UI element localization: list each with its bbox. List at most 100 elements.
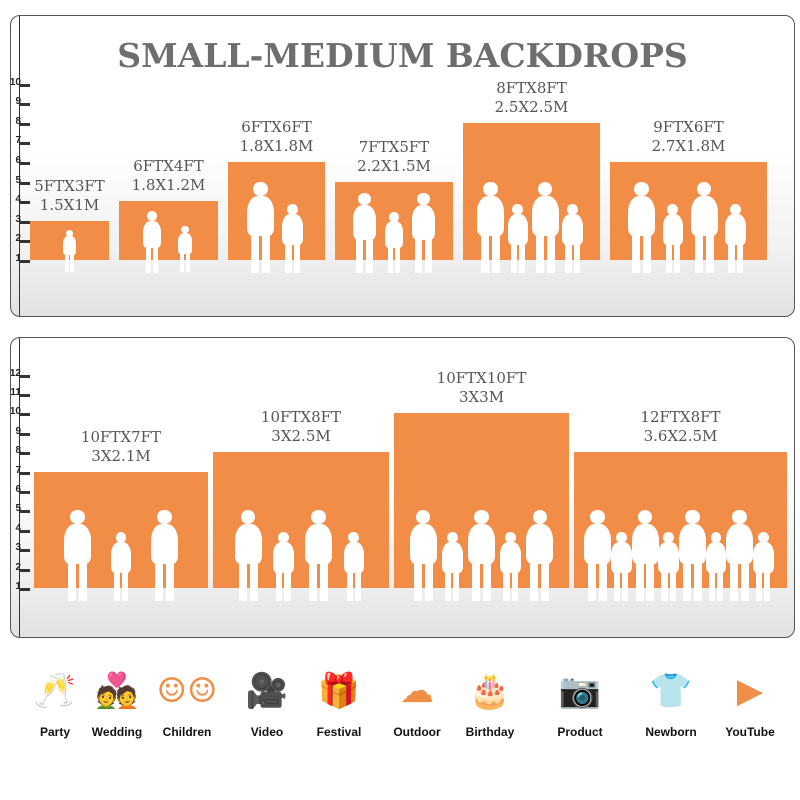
tick-mark: [20, 374, 30, 378]
leg: [365, 233, 373, 273]
size-meters: 3X2.1M: [91, 446, 151, 465]
body: [110, 541, 132, 573]
size-feet: 8FTX8FT: [496, 78, 567, 97]
axis-tick: 7: [11, 135, 33, 146]
backdrop-size-label: 10FTX10FT 3X3M: [394, 369, 569, 407]
tick-mark: [20, 260, 30, 263]
person-silhouette: [705, 531, 727, 601]
axis-tick-label: 3: [15, 542, 21, 554]
axis-tick: 9: [11, 96, 33, 107]
person-silhouette: [631, 510, 659, 601]
head: [567, 203, 579, 215]
use-label: Product: [557, 725, 603, 739]
leg: [682, 555, 691, 601]
tick-mark: [20, 549, 30, 553]
birthday-cake-icon: 🎂: [468, 671, 512, 711]
leg: [152, 242, 159, 273]
leg: [356, 233, 364, 273]
axis-tick: 6: [11, 155, 33, 166]
tick-mark: [20, 142, 30, 146]
leg: [415, 233, 423, 273]
axis-tick: 10: [11, 406, 33, 417]
person-silhouette: [627, 182, 655, 273]
axis-tick-label: 4: [15, 522, 21, 534]
head: [663, 531, 675, 543]
person-silhouette: [273, 531, 294, 601]
leg: [122, 566, 129, 601]
leg: [546, 227, 555, 273]
axis-tick: 5: [11, 503, 33, 514]
axis-tick-label: 8: [15, 445, 21, 457]
backdrop-size-label: 10FTX7FT 3X2.1M: [34, 428, 208, 466]
person-silhouette: [305, 510, 333, 601]
axis-tick-label: 6: [15, 484, 21, 495]
person-silhouette: [63, 230, 76, 273]
leg: [145, 242, 152, 273]
axis-tick: 5: [11, 175, 33, 186]
leg: [661, 566, 668, 601]
use-label: Festival: [316, 725, 362, 739]
axis-tick: 4: [11, 194, 33, 205]
leg: [764, 566, 771, 601]
head: [512, 203, 524, 215]
body: [343, 541, 365, 573]
tick-mark: [20, 220, 30, 224]
leg: [573, 238, 580, 273]
leg: [622, 566, 629, 601]
head: [732, 510, 747, 525]
leg: [503, 566, 510, 601]
use-video: 🎥 Video: [232, 665, 302, 739]
size-meters: 3X2.5M: [271, 427, 331, 446]
body: [273, 541, 294, 573]
head: [147, 211, 157, 222]
person-silhouette: [411, 192, 436, 273]
body: [411, 204, 436, 241]
axis-tick-label: 4: [15, 194, 21, 206]
body: [658, 541, 679, 573]
backdrop-size-label: 6FTX4FT 1.8X1.2M: [119, 157, 218, 195]
leg: [155, 555, 164, 601]
person-silhouette: [282, 203, 303, 273]
size-meters: 3.6X2.5M: [643, 427, 718, 446]
axis-tick-label: 5: [15, 503, 21, 515]
person-silhouette: [110, 531, 132, 601]
axis-tick-label: 7: [15, 135, 21, 147]
size-meters: 2.2X1.5M: [357, 156, 431, 175]
leg: [284, 566, 291, 601]
leg: [78, 555, 87, 601]
axis-tick-label: 11: [10, 387, 21, 398]
person-silhouette: [352, 192, 377, 273]
person-silhouette: [468, 510, 495, 601]
leg: [673, 238, 680, 273]
leg: [693, 555, 702, 601]
size-feet: 10FTX10FT: [436, 369, 527, 388]
body: [142, 220, 162, 248]
axis-tick: 1: [11, 253, 33, 264]
backdrop-size-label: 6FTX6FT 1.8X1.8M: [228, 118, 325, 156]
person-silhouette: [178, 226, 192, 273]
person-silhouette: [584, 510, 612, 601]
axis-tick-label: 2: [15, 233, 21, 245]
body: [352, 204, 377, 241]
axis-tick-label: 10: [10, 76, 21, 88]
leg: [599, 555, 608, 601]
axis-tick: 8: [11, 445, 33, 456]
axis-tick: 10: [11, 77, 33, 88]
leg: [387, 242, 394, 273]
leg: [631, 227, 641, 273]
person-silhouette: [726, 510, 754, 601]
use-wedding: 💑 Wedding: [82, 665, 152, 739]
head: [358, 192, 371, 206]
leg: [413, 555, 422, 601]
axis-tick-label: 3: [15, 213, 21, 225]
use-party: 🥂 Party: [20, 665, 90, 739]
axis-tick: 8: [11, 116, 33, 127]
size-meters: 3X3M: [458, 388, 505, 407]
leg: [250, 227, 259, 273]
size-meters: 2.5X2.5M: [494, 97, 569, 116]
head: [537, 182, 553, 197]
person-silhouette: [678, 510, 706, 601]
leg: [394, 242, 401, 273]
leg: [293, 238, 300, 273]
leg: [614, 566, 621, 601]
